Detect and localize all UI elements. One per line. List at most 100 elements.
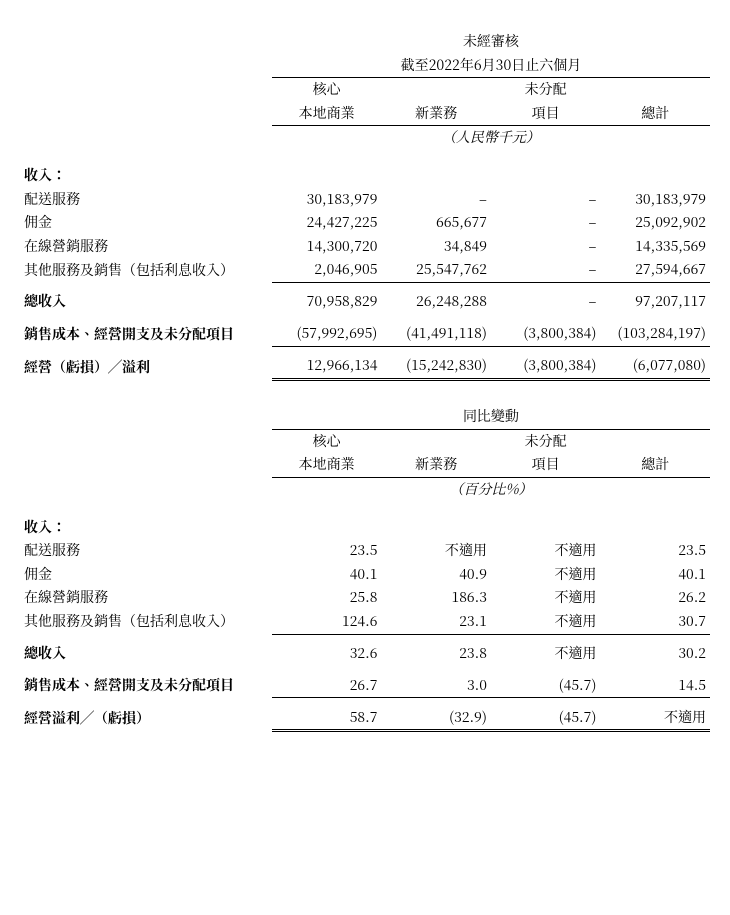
cell: 30,183,979 — [600, 188, 710, 212]
cell: 40.1 — [600, 563, 710, 587]
row-label: 其他服務及銷售（包括利息收入） — [20, 258, 272, 282]
cell: 25.8 — [272, 586, 382, 610]
cell: 23.8 — [381, 642, 491, 666]
cell: (45.7) — [491, 706, 601, 731]
cell: 40.1 — [272, 563, 382, 587]
unit-label-b: （百分比%） — [272, 478, 710, 502]
cell: 24,427,225 — [272, 211, 382, 235]
cell: 23.5 — [272, 539, 382, 563]
cell: 2,046,905 — [272, 258, 382, 282]
cell: 186.3 — [381, 586, 491, 610]
cell: 665,677 — [381, 211, 491, 235]
row-label: 總收入 — [20, 642, 272, 666]
cell: – — [491, 258, 601, 282]
revenue-section-label: 收入： — [20, 150, 272, 188]
cell: (45.7) — [491, 674, 601, 698]
cell: – — [491, 235, 601, 259]
cell: 30.7 — [600, 610, 710, 634]
row-label: 經營溢利╱（虧損） — [20, 706, 272, 731]
total-revenue-row-b: 總收入 32.6 23.8 不適用 30.2 — [20, 642, 710, 666]
row-label: 經營（虧損）╱溢利 — [20, 354, 272, 379]
row-label: 佣金 — [20, 211, 272, 235]
cell: 27,594,667 — [600, 258, 710, 282]
col-header-core-2: 本地商業 — [272, 102, 382, 126]
cell: 12,966,134 — [272, 354, 382, 379]
cell: (3,800,384) — [491, 322, 601, 346]
table-row: 配送服務 23.5 不適用 不適用 23.5 — [20, 539, 710, 563]
col-header-total-b: 總計 — [600, 453, 710, 477]
col-header-core-1: 核心 — [272, 78, 382, 102]
table-row: 其他服務及銷售（包括利息收入） 124.6 23.1 不適用 30.7 — [20, 610, 710, 634]
segment-financials-table: 未經審核 截至2022年6月30日止六個月 核心 未分配 本地商業 新業務 項目… — [20, 30, 710, 732]
cell: (41,491,118) — [381, 322, 491, 346]
cell: 58.7 — [272, 706, 382, 731]
cell: (6,077,080) — [600, 354, 710, 379]
row-label: 總收入 — [20, 290, 272, 314]
cell: 26.7 — [272, 674, 382, 698]
cell: 26,248,288 — [381, 290, 491, 314]
table-row: 在線營銷服務 25.8 186.3 不適用 26.2 — [20, 586, 710, 610]
header-yoy: 同比變動 — [272, 405, 710, 429]
cost-row-b: 銷售成本、經營開支及未分配項目 26.7 3.0 (45.7) 14.5 — [20, 674, 710, 698]
row-label: 配送服務 — [20, 188, 272, 212]
cell: 30,183,979 — [272, 188, 382, 212]
cell: 14.5 — [600, 674, 710, 698]
cell: 不適用 — [491, 563, 601, 587]
row-label: 銷售成本、經營開支及未分配項目 — [20, 322, 272, 346]
cell: 不適用 — [491, 539, 601, 563]
col-header-unalloc-2: 項目 — [491, 102, 601, 126]
cell: 3.0 — [381, 674, 491, 698]
unit-label: （人民幣千元） — [272, 126, 710, 150]
cell: 23.1 — [381, 610, 491, 634]
col-header-new-b: 新業務 — [381, 453, 491, 477]
operating-profit-row: 經營（虧損）╱溢利 12,966,134 (15,242,830) (3,800… — [20, 354, 710, 379]
cost-row: 銷售成本、經營開支及未分配項目 (57,992,695) (41,491,118… — [20, 322, 710, 346]
cell: 不適用 — [491, 642, 601, 666]
row-label: 在線營銷服務 — [20, 586, 272, 610]
cell: (3,800,384) — [491, 354, 601, 379]
cell: (57,992,695) — [272, 322, 382, 346]
table-row: 在線營銷服務 14,300,720 34,849 – 14,335,569 — [20, 235, 710, 259]
operating-profit-row-b: 經營溢利╱（虧損） 58.7 (32.9) (45.7) 不適用 — [20, 706, 710, 731]
col-header-core-1b: 核心 — [272, 429, 382, 453]
col-header-unalloc-1: 未分配 — [491, 78, 601, 102]
cell: 不適用 — [600, 706, 710, 731]
table-row: 佣金 24,427,225 665,677 – 25,092,902 — [20, 211, 710, 235]
cell: – — [491, 188, 601, 212]
row-label: 其他服務及銷售（包括利息收入） — [20, 610, 272, 634]
cell: – — [381, 188, 491, 212]
cell: 32.6 — [272, 642, 382, 666]
total-revenue-row: 總收入 70,958,829 26,248,288 – 97,207,117 — [20, 290, 710, 314]
table-row: 佣金 40.1 40.9 不適用 40.1 — [20, 563, 710, 587]
cell: 25,092,902 — [600, 211, 710, 235]
col-header-unalloc-1b: 未分配 — [491, 429, 601, 453]
cell: 14,300,720 — [272, 235, 382, 259]
cell: 不適用 — [381, 539, 491, 563]
row-label: 在線營銷服務 — [20, 235, 272, 259]
cell: 不適用 — [491, 610, 601, 634]
cell: 不適用 — [491, 586, 601, 610]
header-unaudited: 未經審核 — [272, 30, 710, 54]
col-header-core-2b: 本地商業 — [272, 453, 382, 477]
cell: (32.9) — [381, 706, 491, 731]
cell: 40.9 — [381, 563, 491, 587]
col-header-unalloc-2b: 項目 — [491, 453, 601, 477]
cell: (15,242,830) — [381, 354, 491, 379]
cell: 97,207,117 — [600, 290, 710, 314]
cell: 26.2 — [600, 586, 710, 610]
cell: 14,335,569 — [600, 235, 710, 259]
cell: 70,958,829 — [272, 290, 382, 314]
cell: 25,547,762 — [381, 258, 491, 282]
revenue-section-label-b: 收入： — [20, 502, 272, 540]
cell: (103,284,197) — [600, 322, 710, 346]
cell: 124.6 — [272, 610, 382, 634]
table-row: 配送服務 30,183,979 – – 30,183,979 — [20, 188, 710, 212]
col-header-total: 總計 — [600, 102, 710, 126]
row-label: 銷售成本、經營開支及未分配項目 — [20, 674, 272, 698]
table-row: 其他服務及銷售（包括利息收入） 2,046,905 25,547,762 – 2… — [20, 258, 710, 282]
cell: – — [491, 211, 601, 235]
header-period: 截至2022年6月30日止六個月 — [272, 54, 710, 78]
cell: 30.2 — [600, 642, 710, 666]
col-header-new: 新業務 — [381, 102, 491, 126]
cell: 34,849 — [381, 235, 491, 259]
